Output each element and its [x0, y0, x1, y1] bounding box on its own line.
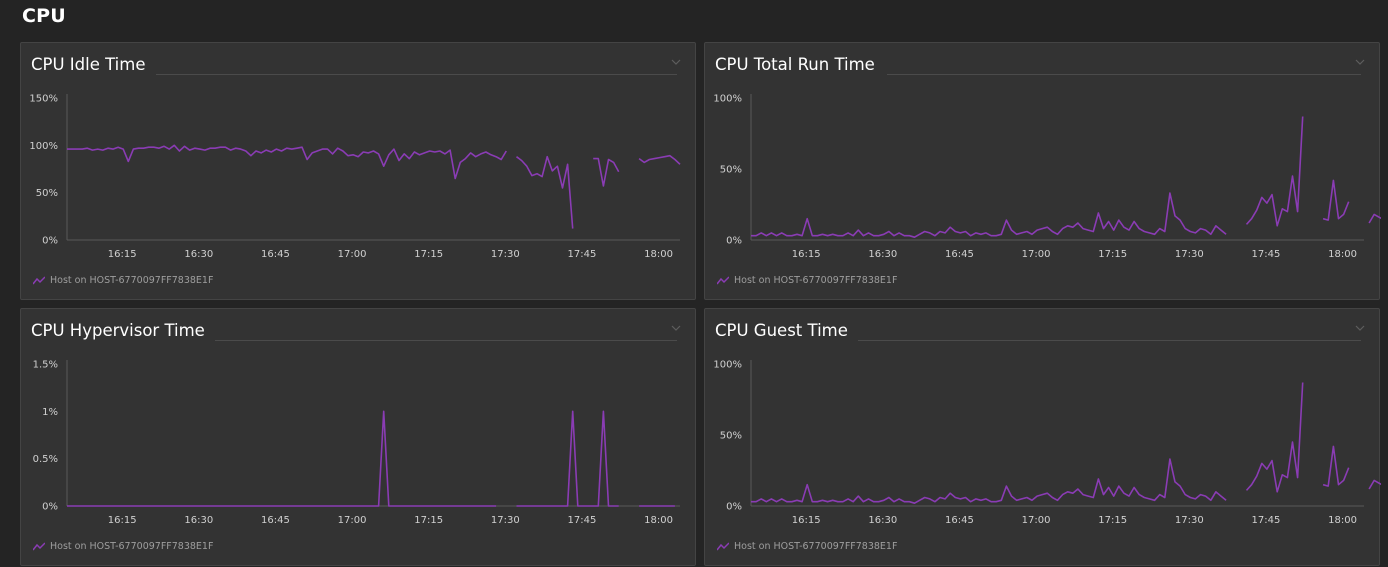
line-chart-icon	[717, 276, 729, 285]
x-tick-label: 18:00	[1328, 249, 1357, 260]
x-tick-label: 17:45	[1252, 249, 1281, 260]
x-tick-label: 17:15	[414, 515, 443, 526]
chevron-down-icon[interactable]	[671, 318, 681, 331]
x-tick-label: 17:00	[1022, 515, 1051, 526]
line-chart[interactable]: 0% 0.5% 1% 1.5% 16:15 16:30 16:45 17:00 17:15 17:…	[21, 309, 697, 567]
chart-panel-cpu-idle-time: CPU Idle Time 0% 50% 100% 150% 16:15 16:30 16:…	[20, 42, 696, 300]
chart-legend[interactable]: Host on HOST-6770097FF7838E1F	[717, 275, 897, 286]
y-tick-label: 0%	[42, 236, 58, 247]
x-tick-label: 17:00	[1022, 249, 1051, 260]
line-chart[interactable]: 0% 50% 100% 150% 16:15 16:30 16:45 17:00 17:15 17…	[21, 43, 697, 301]
chart-legend[interactable]: Host on HOST-6770097FF7838E1F	[717, 541, 897, 552]
series-line[interactable]	[1245, 382, 1304, 493]
series-line[interactable]	[67, 410, 497, 507]
panel-title: CPU Hypervisor Time	[31, 321, 205, 340]
x-tick-label: 16:30	[184, 515, 213, 526]
y-tick-label: 50%	[36, 188, 58, 199]
line-chart-icon	[33, 276, 45, 285]
y-tick-label: 0%	[42, 502, 58, 513]
x-tick-label: 16:15	[792, 249, 821, 260]
title-divider	[858, 340, 1361, 341]
y-tick-label: 0%	[726, 502, 742, 513]
title-divider	[887, 74, 1361, 75]
y-tick-label: 100%	[713, 360, 742, 371]
panel-title: CPU Total Run Time	[715, 55, 875, 74]
x-tick-label: 17:30	[1175, 515, 1204, 526]
x-tick-label: 18:00	[1328, 515, 1357, 526]
legend-label: Host on HOST-6770097FF7838E1F	[50, 541, 214, 552]
x-tick-label: 17:15	[1098, 249, 1127, 260]
x-tick-label: 16:30	[868, 515, 897, 526]
series-line[interactable]	[1322, 179, 1350, 221]
x-tick-label: 17:45	[568, 249, 597, 260]
series-line[interactable]	[751, 192, 1227, 238]
y-tick-label: 1.5%	[33, 360, 58, 371]
panel-title: CPU Guest Time	[715, 321, 848, 340]
x-tick-label: 17:45	[568, 515, 597, 526]
x-tick-label: 18:00	[644, 515, 673, 526]
y-tick-label: 150%	[29, 94, 58, 105]
x-tick-label: 17:00	[338, 249, 367, 260]
legend-label: Host on HOST-6770097FF7838E1F	[734, 275, 898, 286]
line-chart[interactable]: 0% 50% 100% 16:15 16:30 16:45 17:00 17:15 17:30 1…	[705, 43, 1381, 301]
x-tick-label: 17:15	[414, 249, 443, 260]
series-line[interactable]	[516, 410, 619, 507]
legend-label: Host on HOST-6770097FF7838E1F	[734, 541, 898, 552]
x-tick-label: 18:00	[644, 249, 673, 260]
y-tick-label: 0.5%	[33, 454, 58, 465]
chart-legend[interactable]: Host on HOST-6770097FF7838E1F	[33, 275, 213, 286]
line-chart[interactable]: 0% 50% 100% 16:15 16:30 16:45 17:00 17:15 17:30 1…	[705, 309, 1381, 567]
x-tick-label: 16:15	[108, 515, 137, 526]
x-tick-label: 17:15	[1098, 515, 1127, 526]
series-line[interactable]	[516, 155, 574, 229]
chevron-down-icon[interactable]	[1355, 318, 1365, 331]
y-tick-label: 100%	[29, 141, 58, 152]
title-divider	[215, 340, 677, 341]
x-tick-label: 16:45	[261, 249, 290, 260]
series-line[interactable]	[638, 154, 681, 165]
x-tick-label: 17:00	[338, 515, 367, 526]
x-tick-label: 16:30	[184, 249, 213, 260]
x-tick-label: 17:45	[1252, 515, 1281, 526]
line-chart-icon	[717, 542, 729, 551]
legend-label: Host on HOST-6770097FF7838E1F	[50, 275, 214, 286]
chart-panel-cpu-total-run-time: CPU Total Run Time 0% 50% 100% 16:15 16:30 16…	[704, 42, 1381, 301]
chevron-down-icon[interactable]	[671, 52, 681, 65]
x-tick-label: 17:30	[1175, 249, 1204, 260]
series-line[interactable]	[751, 458, 1227, 504]
x-tick-label: 16:30	[868, 249, 897, 260]
x-tick-label: 16:45	[945, 249, 974, 260]
y-tick-label: 50%	[720, 431, 742, 442]
x-tick-label: 17:30	[491, 249, 520, 260]
chart-panel-cpu-hypervisor-time: CPU Hypervisor Time 0% 0.5% 1% 1.5% 16:15 16:…	[20, 308, 696, 566]
panel-title: CPU Idle Time	[31, 55, 146, 74]
y-tick-label: 50%	[720, 165, 742, 176]
series-line[interactable]	[593, 157, 620, 187]
chevron-down-icon[interactable]	[1355, 52, 1365, 65]
series-line[interactable]	[1368, 212, 1381, 226]
x-tick-label: 16:45	[945, 515, 974, 526]
title-divider	[156, 74, 677, 75]
section-title: CPU	[22, 5, 66, 27]
series-line[interactable]	[1245, 116, 1304, 227]
line-chart-icon	[33, 542, 45, 551]
chart-legend[interactable]: Host on HOST-6770097FF7838E1F	[33, 541, 213, 552]
x-tick-label: 16:15	[792, 515, 821, 526]
series-line[interactable]	[1368, 478, 1381, 492]
y-tick-label: 1%	[42, 407, 58, 418]
x-tick-label: 16:45	[261, 515, 290, 526]
x-tick-label: 17:30	[491, 515, 520, 526]
series-line[interactable]	[1322, 445, 1350, 487]
y-tick-label: 100%	[713, 94, 742, 105]
series-line[interactable]	[67, 144, 507, 180]
x-tick-label: 16:15	[108, 249, 137, 260]
y-tick-label: 0%	[726, 236, 742, 247]
chart-panel-cpu-guest-time: CPU Guest Time 0% 50% 100% 16:15 16:30 16:45 1…	[704, 308, 1381, 567]
